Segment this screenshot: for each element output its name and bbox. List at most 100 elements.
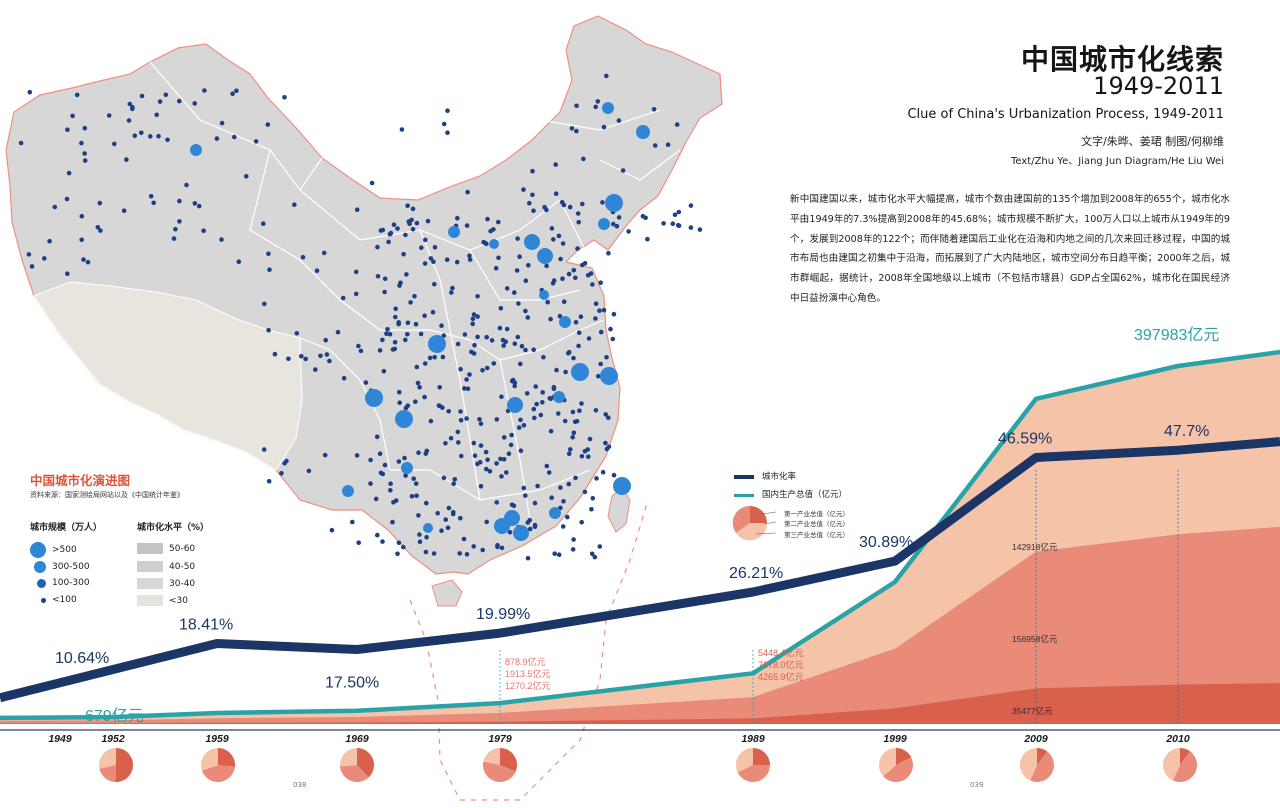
small-city-dot [508,442,514,448]
small-city-dot [405,320,411,326]
large-city-dot [401,462,413,474]
small-city-dot [498,456,503,462]
legend-pie-label: 第二产业总值（亿元） [784,520,849,528]
small-city-dot [501,457,507,462]
small-city-dot [375,244,380,250]
medium-city-dot-icon [34,561,46,573]
small-city-dot [516,301,521,306]
small-city-dot [484,365,490,371]
small-city-dot [525,555,531,561]
small-city-dot [414,493,419,499]
small-city-dot [475,294,480,299]
small-city-dot [598,280,603,286]
small-city-dot [405,332,410,337]
pie-slice [1019,748,1037,781]
pie-slice [1172,751,1198,783]
small-city-dot [518,448,524,454]
small-city-dot [382,276,388,282]
small-city-dot [79,213,85,219]
small-city-dot [455,215,460,221]
level-legend-item: 30-40 [137,578,195,589]
small-city-dot [589,507,594,512]
small-city-dot [469,349,474,355]
small-city-dot [604,355,609,360]
small-city-dot [440,405,445,410]
small-city-dot [192,101,197,106]
small-city-dot [467,257,473,262]
composition-annotation: 1270.2亿元 [505,680,551,691]
small-city-dot [616,215,622,220]
large-city-dot [513,525,529,541]
small-city-dot [397,400,403,406]
pie-slice [115,747,134,782]
small-city-dot [148,194,154,199]
small-city-dot [413,481,419,486]
small-city-dot [262,301,267,307]
small-city-dot [322,452,328,458]
small-city-dot [530,168,535,174]
small-city-dot [512,341,518,347]
small-city-dot [570,409,576,415]
small-city-dot [130,104,135,110]
province-borders [149,61,681,521]
small-city-dot [156,133,161,139]
pie-slice [340,748,357,767]
small-city-dot [598,361,603,367]
small-city-dot [314,268,320,274]
small-city-dot [266,251,271,257]
small-city-dot [375,532,380,538]
small-city-dot [545,299,550,305]
small-city-dot [416,450,421,456]
small-city-dot [573,320,579,325]
pie-slice [202,765,235,782]
small-city-dot [598,329,604,335]
small-city-dot [563,369,568,375]
small-city-dot [381,368,387,374]
small-city-dot [557,313,563,319]
small-city-dot [396,459,402,464]
small-city-dot [525,315,531,320]
china-map [5,15,723,801]
small-city-dot [603,440,608,446]
pie-slice [357,748,375,778]
small-city-dot [446,409,452,414]
small-city-dot [97,200,103,206]
small-city-dot [530,192,535,198]
small-city-dot [418,331,424,337]
small-city-dot [95,225,101,230]
small-city-dot [165,137,170,143]
size-legend-label: <100 [52,595,77,605]
small-city-dot [551,384,557,390]
small-city-dot [377,451,383,457]
small-city-dot [441,333,447,338]
small-city-dot [374,434,380,440]
small-city-dot [573,275,578,281]
small-city-dot [571,537,576,542]
small-city-dot [587,436,593,442]
small-city-dot [432,281,437,287]
small-city-dot [318,353,323,359]
large-city-dot [571,363,589,381]
small-city-dot [467,253,472,259]
small-city-dot [579,454,585,459]
small-city-dot [458,418,464,423]
level-swatch [137,578,163,589]
urbanization-label: 30.89% [859,534,913,551]
year-tick-label: 1999 [883,733,907,745]
small-city-dot [457,551,463,556]
year-tick-label: 1959 [205,733,229,745]
small-city-dot [124,157,129,162]
gdp-label: 679亿元 [85,707,144,725]
small-city-dot [561,202,567,208]
small-city-dot [177,219,182,224]
small-city-dot [472,453,478,459]
small-city-dot [606,444,612,450]
large-city-dot [539,290,549,300]
year-tick-label: 2010 [1165,733,1190,745]
large-city-dot [489,239,499,249]
series-lines [0,349,1280,721]
small-city-dot [494,461,499,466]
small-city-dot [455,341,461,347]
small-city-dot-icon [37,578,46,588]
